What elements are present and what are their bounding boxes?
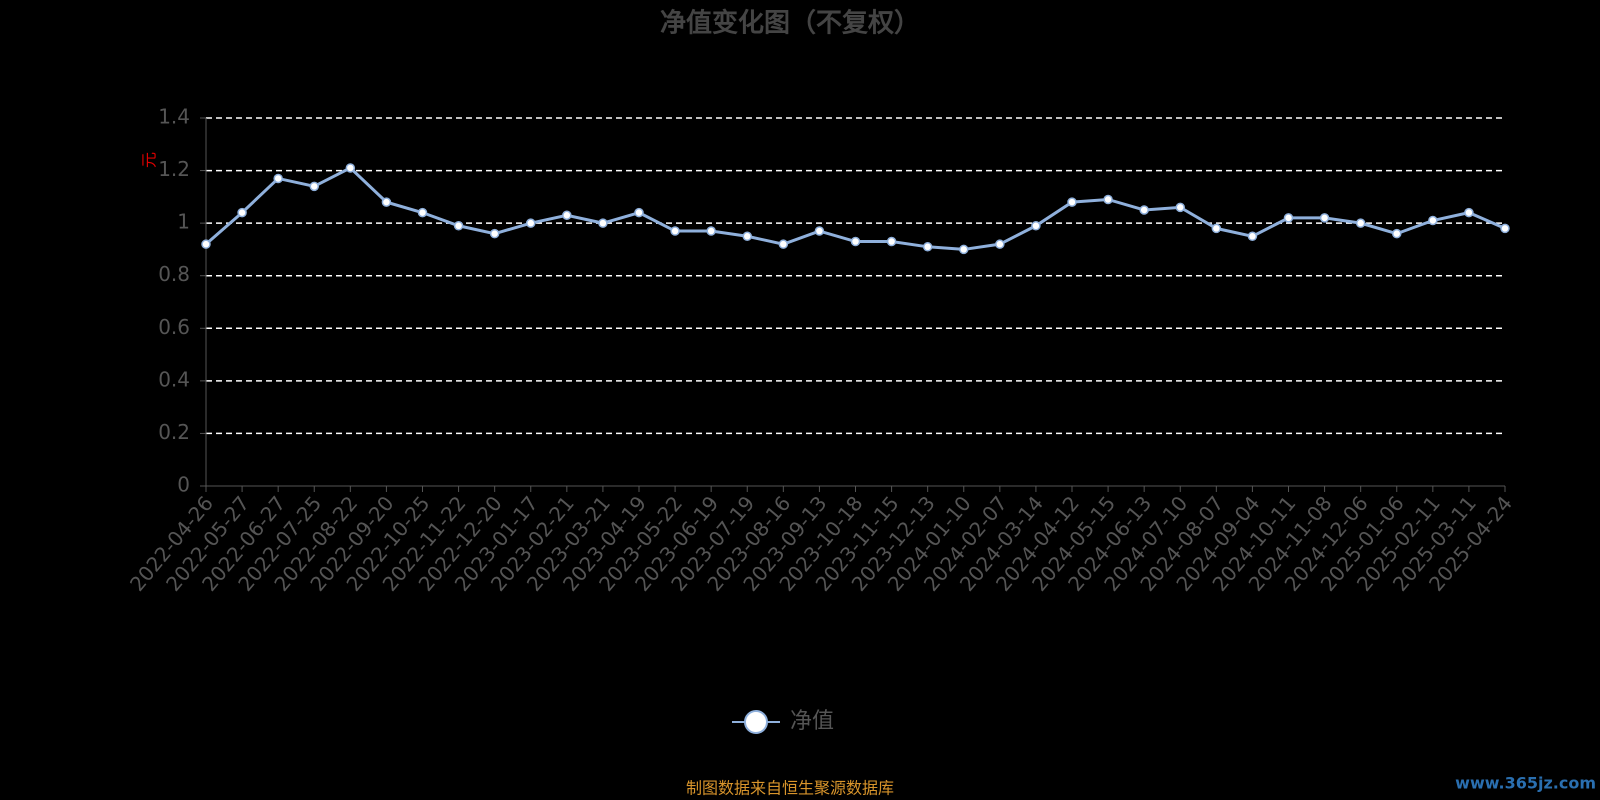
point (995, 239, 1005, 249)
point (201, 239, 211, 249)
point (1211, 223, 1222, 234)
point (237, 207, 247, 218)
point (670, 226, 680, 236)
point (273, 173, 283, 184)
point (850, 236, 861, 247)
y-tick-label: 0.6 (158, 315, 190, 339)
point (742, 231, 752, 242)
point (598, 218, 608, 228)
point (922, 242, 933, 252)
point (778, 239, 789, 249)
point (886, 236, 897, 247)
chart-title: 净值变化图（不复权） (660, 8, 920, 39)
point (634, 207, 644, 218)
point (489, 228, 500, 239)
point (417, 207, 428, 218)
y-tick-label: 0.2 (158, 420, 190, 444)
point (1139, 205, 1149, 215)
y-tick-label: 1 (177, 210, 190, 234)
point (1031, 221, 1041, 231)
point (309, 181, 319, 192)
point (1500, 223, 1510, 234)
y-tick-label: 1.2 (158, 157, 190, 181)
point (1247, 231, 1258, 242)
y-tick-label: 0.8 (158, 262, 190, 286)
point (1175, 202, 1185, 213)
y-axis-label: 元 (140, 152, 159, 168)
watermark: www.365jz.com (1455, 774, 1596, 793)
legend-marker (744, 710, 768, 734)
y-tick-label: 0.4 (158, 367, 190, 391)
point (814, 226, 825, 236)
point (1103, 194, 1113, 205)
point (706, 226, 716, 236)
point (562, 210, 572, 221)
point (1319, 213, 1330, 223)
point (345, 163, 356, 173)
y-tick-label: 0 (177, 473, 190, 497)
y-tick-label: 1.4 (158, 105, 190, 129)
point (1464, 207, 1474, 218)
point (526, 218, 536, 228)
point (453, 221, 464, 231)
point (1392, 228, 1402, 239)
point (1355, 218, 1366, 228)
point (1067, 197, 1077, 207)
point (381, 197, 392, 207)
legend-label: 净值 (790, 709, 834, 734)
point (1428, 215, 1438, 226)
point (1283, 213, 1294, 223)
footer: 制图数据来自恒生聚源数据库 (686, 779, 894, 798)
point (959, 244, 969, 255)
